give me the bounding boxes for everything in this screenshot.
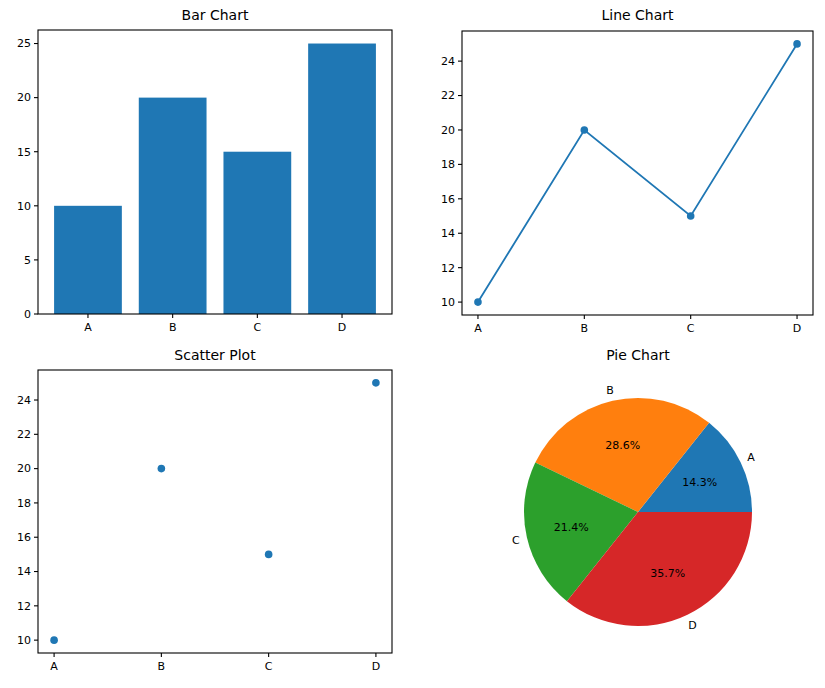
bar-C	[223, 152, 291, 314]
y-tick-label: 12	[17, 600, 31, 613]
x-tick-label: C	[687, 322, 695, 335]
x-tick-label: D	[372, 660, 380, 673]
scatter-point-C	[265, 551, 273, 559]
line-chart-title: Line Chart	[601, 7, 674, 23]
scatter-point-A	[50, 636, 58, 644]
bar-B	[139, 98, 207, 314]
y-tick-label: 18	[441, 158, 455, 171]
y-tick-label: 16	[17, 531, 31, 544]
x-tick-label: B	[158, 660, 166, 673]
y-tick-label: 15	[17, 146, 31, 159]
y-tick-label: 22	[441, 89, 455, 102]
pie-percent-label: 35.7%	[650, 567, 685, 580]
x-tick-label: B	[581, 322, 589, 335]
y-tick-label: 5	[24, 254, 31, 267]
y-tick-label: 0	[24, 308, 31, 321]
y-tick-label: 25	[17, 37, 31, 50]
x-tick-label: B	[169, 321, 177, 334]
scatter-plot-title: Scatter Plot	[174, 347, 256, 363]
y-tick-label: 20	[17, 462, 31, 475]
x-tick-label: D	[338, 321, 346, 334]
bar-chart-subplot: Bar Chart 0 5 10 15 20 25 A B C D	[17, 7, 392, 334]
y-tick-label: 24	[441, 55, 455, 68]
pie-percent-label: 14.3%	[682, 476, 717, 489]
pie-chart-title: Pie Chart	[606, 347, 670, 363]
x-tick-label: A	[50, 660, 58, 673]
scatter-point-B	[158, 465, 166, 473]
scatter-point-D	[372, 379, 380, 387]
y-tick-label: 22	[17, 428, 31, 441]
pie-category-label: D	[688, 619, 696, 632]
charts-canvas: Bar Chart 0 5 10 15 20 25 A B C D Line Chart 10 12…	[0, 0, 825, 688]
bar-D	[308, 44, 376, 314]
line-series	[478, 44, 797, 302]
line-marker-D	[793, 40, 801, 48]
axes-frame	[38, 370, 392, 653]
pie-percent-label: 21.4%	[554, 521, 589, 534]
bar-chart-title: Bar Chart	[182, 7, 249, 23]
bar-A	[54, 206, 122, 314]
line-chart-subplot: Line Chart 10 12 14 16 18 20 22 24 A B C D	[441, 7, 813, 335]
pie-category-label: B	[606, 384, 614, 397]
pie-category-label: A	[747, 451, 755, 464]
y-tick-label: 16	[441, 193, 455, 206]
y-tick-label: 12	[441, 262, 455, 275]
x-tick-label: A	[84, 321, 92, 334]
line-marker-B	[581, 126, 589, 134]
matplotlib-figure: Bar Chart 0 5 10 15 20 25 A B C D Line Chart 10 12…	[0, 0, 825, 688]
pie-category-label: C	[512, 534, 520, 547]
x-tick-label: D	[793, 322, 801, 335]
y-tick-label: 20	[441, 124, 455, 137]
y-tick-label: 10	[17, 634, 31, 647]
scatter-plot-subplot: Scatter Plot 10 12 14 16 18 20 22 24 A B C D	[17, 347, 392, 673]
line-marker-A	[474, 298, 482, 306]
x-tick-label: A	[474, 322, 482, 335]
x-tick-label: C	[254, 321, 262, 334]
y-tick-label: 20	[17, 91, 31, 104]
y-tick-label: 24	[17, 394, 31, 407]
y-tick-label: 10	[17, 200, 31, 213]
pie-percent-label: 28.6%	[605, 439, 640, 452]
y-tick-label: 14	[17, 565, 31, 578]
line-marker-C	[687, 212, 695, 220]
pie-chart-subplot: Pie Chart 14.3% A 28.6% B 21.4% C 35.7% D	[512, 347, 755, 632]
y-tick-label: 18	[17, 497, 31, 510]
y-tick-label: 14	[441, 227, 455, 240]
x-tick-label: C	[265, 660, 273, 673]
y-tick-label: 10	[441, 296, 455, 309]
